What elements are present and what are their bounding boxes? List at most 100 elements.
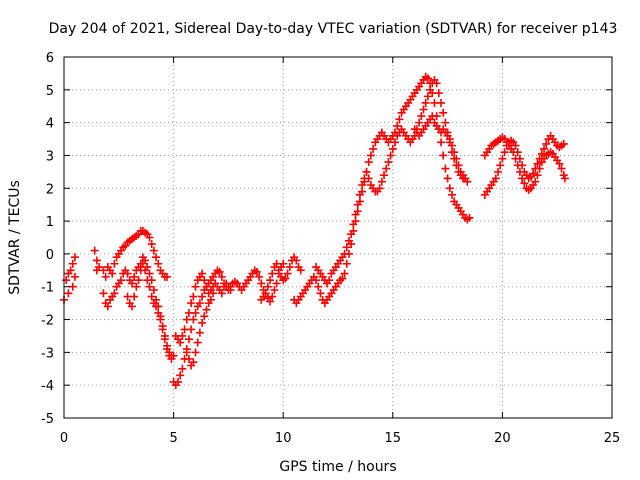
data-point (176, 338, 185, 347)
data-point (340, 269, 349, 278)
series-track-g (257, 259, 288, 306)
data-point (386, 151, 395, 160)
data-point (316, 289, 325, 298)
data-point (184, 308, 193, 317)
data-point (369, 144, 378, 153)
data-point (491, 174, 500, 183)
y-tick-label: -3 (41, 346, 54, 361)
series-track-f (182, 289, 218, 370)
data-point (266, 297, 275, 306)
data-point (353, 200, 362, 209)
data-point (560, 174, 569, 183)
data-point (494, 167, 503, 176)
data-point (176, 371, 185, 380)
data-point (158, 325, 167, 334)
data-point (154, 259, 163, 268)
data-point (390, 138, 399, 147)
y-tick-label: -5 (41, 412, 54, 427)
y-tick-label: -4 (41, 379, 54, 394)
data-point (432, 79, 441, 88)
data-point (147, 292, 156, 301)
data-point (450, 148, 459, 157)
data-point (366, 151, 375, 160)
data-point (498, 154, 507, 163)
data-point (130, 292, 139, 301)
data-point (110, 289, 119, 298)
data-point (209, 289, 218, 298)
y-tick-label: 5 (46, 84, 54, 99)
data-point (202, 305, 211, 314)
data-point (415, 118, 424, 127)
data-point (178, 364, 187, 373)
data-point (533, 171, 542, 180)
data-point (445, 135, 454, 144)
data-point (101, 272, 110, 281)
data-point (426, 85, 435, 94)
data-point (184, 354, 193, 363)
x-tick-label: 10 (275, 431, 292, 446)
data-point (141, 266, 150, 275)
data-point (496, 161, 505, 170)
data-point (537, 149, 546, 158)
data-point (500, 148, 509, 157)
data-point (557, 164, 566, 173)
y-tick-label: 4 (46, 117, 54, 132)
data-point (189, 358, 198, 367)
data-point (268, 292, 277, 301)
data-point (285, 263, 294, 272)
data-point (272, 279, 281, 288)
axis-ticks: 0 5 10 15 20 25 -5 -4 -3 -2 -1 0 1 2 3 4 5 6 (41, 51, 620, 446)
data-point (182, 315, 191, 324)
data-point (375, 184, 384, 193)
data-point (452, 154, 461, 163)
x-tick-label: 25 (604, 431, 621, 446)
data-point (377, 177, 386, 186)
data-point (281, 274, 290, 283)
series-track-c (123, 259, 176, 363)
data-point (355, 190, 364, 199)
y-tick-label: 0 (46, 248, 54, 263)
data-point (529, 169, 538, 178)
data-point (103, 302, 112, 311)
x-axis-label: GPS time / hours (279, 459, 396, 475)
x-tick-label: 5 (169, 431, 177, 446)
data-point (388, 144, 397, 153)
data-point (68, 282, 77, 291)
data-point (193, 338, 202, 347)
data-point (531, 164, 540, 173)
data-point (167, 354, 176, 363)
data-point (182, 348, 191, 357)
data-point (511, 141, 520, 150)
data-point (178, 331, 187, 340)
data-point (344, 236, 353, 245)
data-point (358, 180, 367, 189)
x-tick-label: 20 (494, 431, 511, 446)
data-point (147, 240, 156, 249)
data-point (441, 164, 450, 173)
data-point (395, 115, 404, 124)
data-point (200, 312, 209, 321)
data-point (347, 230, 356, 239)
data-point (520, 179, 529, 188)
data-point (461, 174, 470, 183)
data-point (206, 295, 215, 304)
data-point (110, 259, 119, 268)
data-point (95, 263, 104, 272)
data-point (535, 154, 544, 163)
x-tick-label: 15 (385, 431, 402, 446)
data-point (156, 315, 165, 324)
data-point (92, 256, 101, 265)
data-point (189, 292, 198, 301)
data-point (270, 286, 279, 295)
data-point (441, 118, 450, 127)
data-point (99, 289, 108, 298)
data-point (421, 98, 430, 107)
data-point (163, 345, 172, 354)
data-point (145, 233, 154, 242)
data-point (252, 267, 261, 276)
data-point (380, 171, 389, 180)
data-point (447, 190, 456, 199)
data-point (152, 302, 161, 311)
data-point (217, 289, 226, 298)
